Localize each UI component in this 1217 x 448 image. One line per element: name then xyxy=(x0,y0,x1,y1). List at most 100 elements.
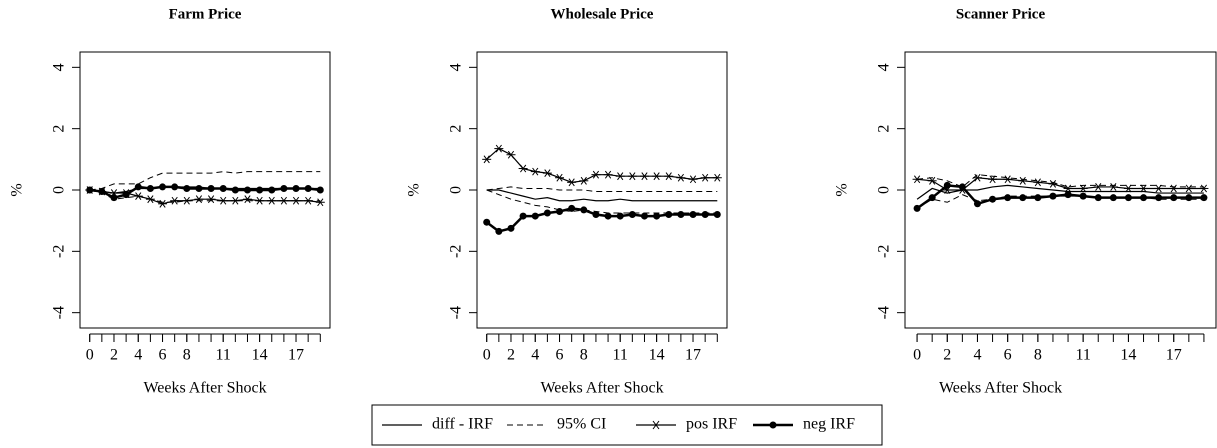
point xyxy=(267,196,277,205)
star-stroke xyxy=(280,196,287,205)
point xyxy=(628,211,636,219)
chart-title: Scanner Price xyxy=(956,6,1046,22)
point xyxy=(1033,178,1043,187)
point xyxy=(1019,194,1027,202)
star-stroke xyxy=(677,173,684,182)
point xyxy=(495,227,503,235)
star-stroke xyxy=(483,155,490,164)
point xyxy=(316,186,324,194)
star-stroke xyxy=(544,169,551,178)
star-stroke xyxy=(556,173,563,182)
point xyxy=(145,195,155,204)
x-tick-label: 2 xyxy=(110,347,118,364)
series-line xyxy=(486,186,718,193)
x-tick-label: 6 xyxy=(159,347,167,364)
star-stroke xyxy=(495,144,502,153)
star-stroke xyxy=(1170,184,1177,193)
point xyxy=(543,209,551,217)
point xyxy=(98,188,106,196)
star-stroke xyxy=(305,196,312,205)
x-tick-label: 8 xyxy=(1034,347,1042,364)
x-tick-label: 11 xyxy=(1075,347,1090,364)
star-stroke xyxy=(159,199,166,208)
point xyxy=(159,183,167,191)
star-stroke xyxy=(989,175,996,184)
point xyxy=(664,172,674,181)
point xyxy=(1184,184,1194,193)
point xyxy=(291,196,301,205)
star-stroke xyxy=(1155,184,1162,193)
star-stroke xyxy=(629,172,636,181)
star-stroke xyxy=(171,196,178,205)
point xyxy=(579,176,589,185)
y-tick-label: 2 xyxy=(51,125,68,133)
point xyxy=(1200,194,1208,202)
point xyxy=(653,212,661,220)
point xyxy=(700,173,710,182)
x-tick-label: 4 xyxy=(531,347,539,364)
star-stroke xyxy=(195,195,203,204)
y-tick-label: -2 xyxy=(876,245,893,258)
point xyxy=(110,194,118,202)
star-stroke xyxy=(183,196,190,205)
point xyxy=(1094,194,1102,202)
x-tick-label: 0 xyxy=(913,347,921,364)
point xyxy=(592,211,600,219)
point xyxy=(676,173,686,182)
point xyxy=(315,198,325,207)
star-stroke xyxy=(268,196,275,205)
point xyxy=(616,212,624,220)
series-line xyxy=(89,171,321,191)
point xyxy=(1139,184,1149,193)
point xyxy=(927,176,937,185)
star-stroke xyxy=(1095,183,1102,191)
point xyxy=(677,211,685,219)
point xyxy=(303,196,313,205)
point xyxy=(1093,183,1103,191)
star-stroke xyxy=(1125,184,1132,193)
point xyxy=(665,211,673,219)
x-tick-label: 2 xyxy=(943,347,951,364)
point xyxy=(206,195,216,204)
point xyxy=(256,186,264,194)
plot-box xyxy=(79,51,331,329)
point xyxy=(1079,192,1087,200)
point xyxy=(928,194,936,202)
star-stroke xyxy=(974,173,981,182)
point xyxy=(268,186,276,194)
star-stroke xyxy=(592,170,600,179)
point xyxy=(568,204,576,212)
point xyxy=(219,184,227,192)
point xyxy=(567,178,577,187)
point xyxy=(518,164,528,173)
point xyxy=(1108,183,1118,191)
point xyxy=(122,191,130,199)
point xyxy=(615,172,625,181)
y-tick-label: 0 xyxy=(876,186,893,194)
star-stroke xyxy=(256,196,263,205)
point xyxy=(1063,184,1073,193)
point xyxy=(171,183,179,191)
y-axis-label: % xyxy=(834,183,851,196)
point xyxy=(207,184,215,192)
point xyxy=(1199,184,1209,193)
point xyxy=(146,184,154,192)
point xyxy=(988,175,998,184)
x-tick-label: 8 xyxy=(580,347,588,364)
point xyxy=(1155,194,1163,202)
star-stroke xyxy=(665,172,672,181)
y-tick-label: 4 xyxy=(51,63,68,71)
star-stroke xyxy=(641,172,648,181)
point xyxy=(507,224,515,232)
point xyxy=(243,186,251,194)
y-tick-label: -2 xyxy=(448,245,465,258)
point xyxy=(506,150,516,159)
star-stroke xyxy=(1185,184,1192,193)
star-stroke xyxy=(617,172,624,181)
point xyxy=(713,211,721,219)
point xyxy=(242,195,252,204)
star-stroke xyxy=(317,198,324,207)
star-stroke xyxy=(1080,184,1087,193)
star-stroke xyxy=(689,175,697,184)
point xyxy=(483,218,491,226)
